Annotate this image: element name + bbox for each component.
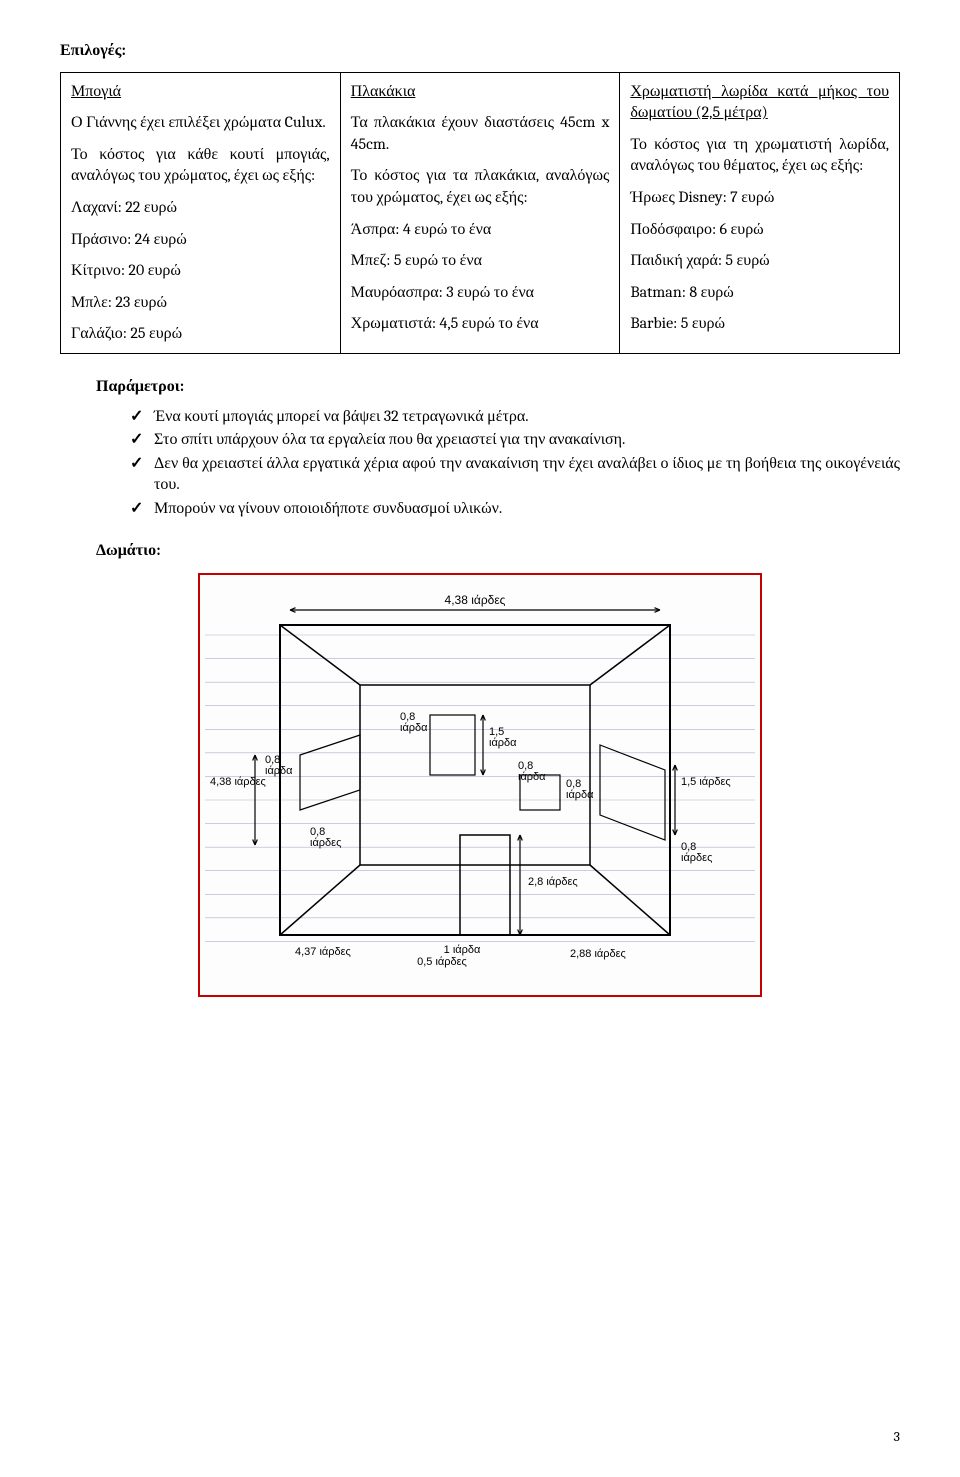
table-row: Μπογιά Ο Γιάννης έχει επιλέξει χρώματα C… [61, 72, 900, 353]
col-paint: Μπογιά Ο Γιάννης έχει επιλέξει χρώματα C… [61, 72, 341, 353]
stripe-item: Παιδική χαρά: 5 ευρώ [630, 250, 889, 272]
param-item: Ένα κουτί μπογιάς μπορεί να βάψει 32 τετ… [130, 406, 900, 428]
svg-text:0,8ιάρδες: 0,8ιάρδες [681, 841, 712, 864]
tiles-item: Χρωματιστά: 4,5 ευρώ το ένα [351, 313, 610, 335]
svg-text:0,8ιάρδα: 0,8ιάρδα [518, 760, 546, 783]
svg-text:4,38 ιάρδες: 4,38 ιάρδες [210, 776, 266, 788]
room-heading: Δωμάτιο: [96, 540, 900, 562]
tiles-item: Μπεζ: 5 ευρώ το ένα [351, 250, 610, 272]
tiles-intro: Τα πλακάκια έχουν διαστάσεις 45cm x 45cm… [351, 112, 610, 155]
stripe-heading: Χρωματιστή λωρίδα κατά μήκος του δωματίο… [630, 81, 889, 124]
paint-item: Πράσινο: 24 ευρώ [71, 229, 330, 251]
room-figure-wrap: 4,38 ιάρδες4,38 ιάρδες0,8ιάρδα0,8ιάρδες1… [60, 573, 900, 1004]
stripe-item: Ποδόσφαιρο: 6 ευρώ [630, 219, 889, 241]
stripe-item: Ήρωες Disney: 7 ευρώ [630, 187, 889, 209]
svg-text:0,8ιάρδα: 0,8ιάρδα [400, 711, 428, 734]
stripe-cost-intro: Το κόστος για τη χρωματιστή λωρίδα, αναλ… [630, 134, 889, 177]
paint-item: Λαχανί: 22 ευρώ [71, 197, 330, 219]
paint-cost-intro: Το κόστος για κάθε κουτί μπογιάς, αναλόγ… [71, 144, 330, 187]
options-heading: Επιλογές: [60, 40, 900, 62]
tiles-heading: Πλακάκια [351, 81, 610, 103]
param-item: Στο σπίτι υπάρχουν όλα τα εργαλεία που θ… [130, 429, 900, 451]
paint-item: Γαλάζιο: 25 ευρώ [71, 323, 330, 345]
stripe-item: Batman: 8 ευρώ [630, 282, 889, 304]
svg-text:1 ιάρδα: 1 ιάρδα [444, 944, 481, 956]
paint-item: Κίτρινο: 20 ευρώ [71, 260, 330, 282]
room-diagram: 4,38 ιάρδες4,38 ιάρδες0,8ιάρδα0,8ιάρδες1… [198, 573, 762, 997]
svg-text:1,5 ιάρδες: 1,5 ιάρδες [681, 776, 731, 788]
paint-intro: Ο Γιάννης έχει επιλέξει χρώματα Culux. [71, 112, 330, 134]
stripe-item: Barbie: 5 ευρώ [630, 313, 889, 335]
col-stripe: Χρωματιστή λωρίδα κατά μήκος του δωματίο… [620, 72, 900, 353]
tiles-item: Άσπρα: 4 ευρώ το ένα [351, 219, 610, 241]
svg-text:0,5 ιάρδες: 0,5 ιάρδες [417, 956, 467, 968]
params-list: Ένα κουτί μπογιάς μπορεί να βάψει 32 τετ… [60, 406, 900, 520]
col-tiles: Πλακάκια Τα πλακάκια έχουν διαστάσεις 45… [340, 72, 620, 353]
tiles-cost-intro: Το κόστος για τα πλακάκια, αναλόγως του … [351, 165, 610, 208]
svg-text:2,88 ιάρδες: 2,88 ιάρδες [570, 948, 626, 960]
svg-text:0,8ιάρδες: 0,8ιάρδες [310, 826, 341, 849]
options-table: Μπογιά Ο Γιάννης έχει επιλέξει χρώματα C… [60, 72, 900, 354]
tiles-item: Μαυρόασπρα: 3 ευρώ το ένα [351, 282, 610, 304]
param-item: Μπορούν να γίνουν οποιοιδήποτε συνδυασμο… [130, 498, 900, 520]
page-number: 3 [894, 1428, 900, 1447]
svg-text:4,38 ιάρδες: 4,38 ιάρδες [445, 593, 506, 607]
paint-item: Μπλε: 23 ευρώ [71, 292, 330, 314]
svg-text:2,8 ιάρδες: 2,8 ιάρδες [528, 876, 578, 888]
params-heading: Παράμετροι: [96, 376, 900, 398]
paint-heading: Μπογιά [71, 81, 330, 103]
svg-text:4,37 ιάρδες: 4,37 ιάρδες [295, 946, 351, 958]
svg-text:0,8ιάρδα: 0,8ιάρδα [265, 754, 293, 777]
param-item: Δεν θα χρειαστεί άλλα εργατικά χέρια αφο… [130, 453, 900, 496]
